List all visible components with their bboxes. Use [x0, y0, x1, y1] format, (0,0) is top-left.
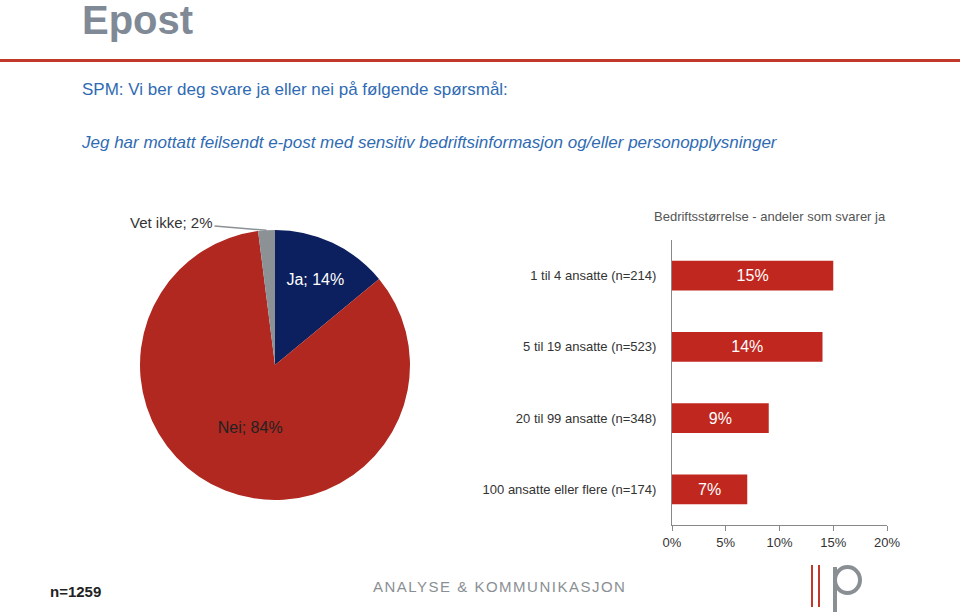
svg-text:7%: 7% — [698, 481, 721, 498]
html-text:Jeg har mottatt feilsendt e-po: Jeg har mottatt feilsendt e-post med sen… — [82, 133, 777, 152]
svg-text:15%: 15% — [820, 535, 846, 550]
svg-text:100 ansatte eller flere (n=174: 100 ansatte eller flere (n=174) — [483, 482, 657, 497]
svg-text:15%: 15% — [737, 267, 769, 284]
svg-text:5 til 19 ansatte (n=523): 5 til 19 ansatte (n=523) — [523, 339, 656, 354]
svg-text:20%: 20% — [874, 535, 900, 550]
svg-text:1 til 4 ansatte (n=214): 1 til 4 ansatte (n=214) — [530, 268, 656, 283]
svg-text:5%: 5% — [716, 535, 735, 550]
svg-text:14%: 14% — [731, 338, 763, 355]
html-text:n=1259: n=1259 — [50, 583, 102, 600]
html-text:SPM: Vi ber deg svare ja eller: SPM: Vi ber deg svare ja eller nei på fø… — [82, 80, 508, 99]
svg-text:Bedriftsstørrelse - andeler so: Bedriftsstørrelse - andeler som svarer j… — [654, 209, 886, 224]
svg-text:0%: 0% — [663, 535, 682, 550]
svg-text:20 til 99 ansatte (n=348): 20 til 99 ansatte (n=348) — [516, 411, 657, 426]
html-text:ANALYSE & KOMMUNIKASJON: ANALYSE & KOMMUNIKASJON — [373, 578, 627, 595]
svg-text:9%: 9% — [709, 410, 732, 427]
svg-text:Nei; 84%: Nei; 84% — [218, 419, 283, 436]
svg-text:Vet ikke; 2%: Vet ikke; 2% — [130, 214, 213, 231]
svg-text:10%: 10% — [766, 535, 792, 550]
svg-text:Ja; 14%: Ja; 14% — [286, 271, 344, 288]
